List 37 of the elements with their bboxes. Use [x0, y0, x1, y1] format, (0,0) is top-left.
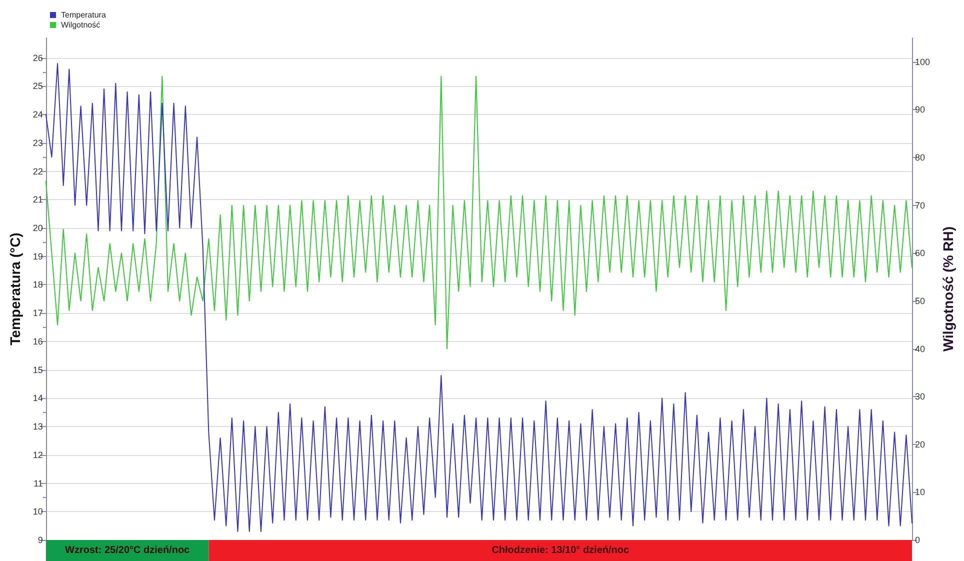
y-tick-label: 25: [32, 81, 43, 92]
line-series: [45, 63, 912, 532]
y-tick-label: 9: [38, 535, 43, 545]
y-tick-label: 10: [32, 506, 43, 517]
y2-tick-label: 50: [915, 296, 926, 306]
y-tick-label: 17: [32, 308, 43, 318]
y2-axis-title: Wilgotność (% RH): [940, 226, 956, 352]
y2-tick-label: 60: [915, 248, 926, 258]
y-tick-label: 15: [32, 364, 43, 375]
y2-tick-label: 100: [915, 56, 930, 67]
y-tick-label: 24: [32, 110, 43, 120]
y2-tick-label: 0: [915, 535, 920, 545]
y-tick-label: 12: [32, 450, 43, 460]
y2-tick-label: 20: [915, 439, 926, 450]
y2-tick-label: 30: [915, 392, 926, 402]
text: Wzrost: 25/20°C dzień/noc: [65, 545, 190, 556]
y2-tick-label: 70: [915, 200, 926, 210]
y-tick-label: 18: [32, 280, 43, 290]
line-series: [45, 76, 912, 350]
y2-tick-label: 90: [915, 104, 926, 115]
y-tick-label: 16: [32, 336, 43, 346]
y2-tick-label: 40: [915, 344, 926, 354]
y-tick-label: 14: [32, 393, 43, 404]
y-tick-label: 22: [32, 166, 43, 176]
y-tick-label: 19: [32, 251, 43, 262]
y-tick-label: 23: [32, 138, 43, 148]
y2-tick-label: 80: [915, 152, 926, 163]
y-tick-label: 13: [32, 422, 43, 432]
text: Chłodzenie: 13/10° dzień/noc: [492, 545, 630, 556]
legend-label: Wilgotność: [61, 20, 100, 30]
y-tick-label: 20: [32, 223, 43, 234]
y-axis-title: Temperatura (°C): [7, 232, 23, 346]
y-tick-label: 21: [32, 194, 43, 205]
y2-tick-label: 10: [915, 487, 926, 498]
legend-label: Temperatura: [61, 10, 106, 20]
y-tick-label: 26: [32, 52, 43, 63]
y-tick-label: 11: [34, 478, 43, 488]
